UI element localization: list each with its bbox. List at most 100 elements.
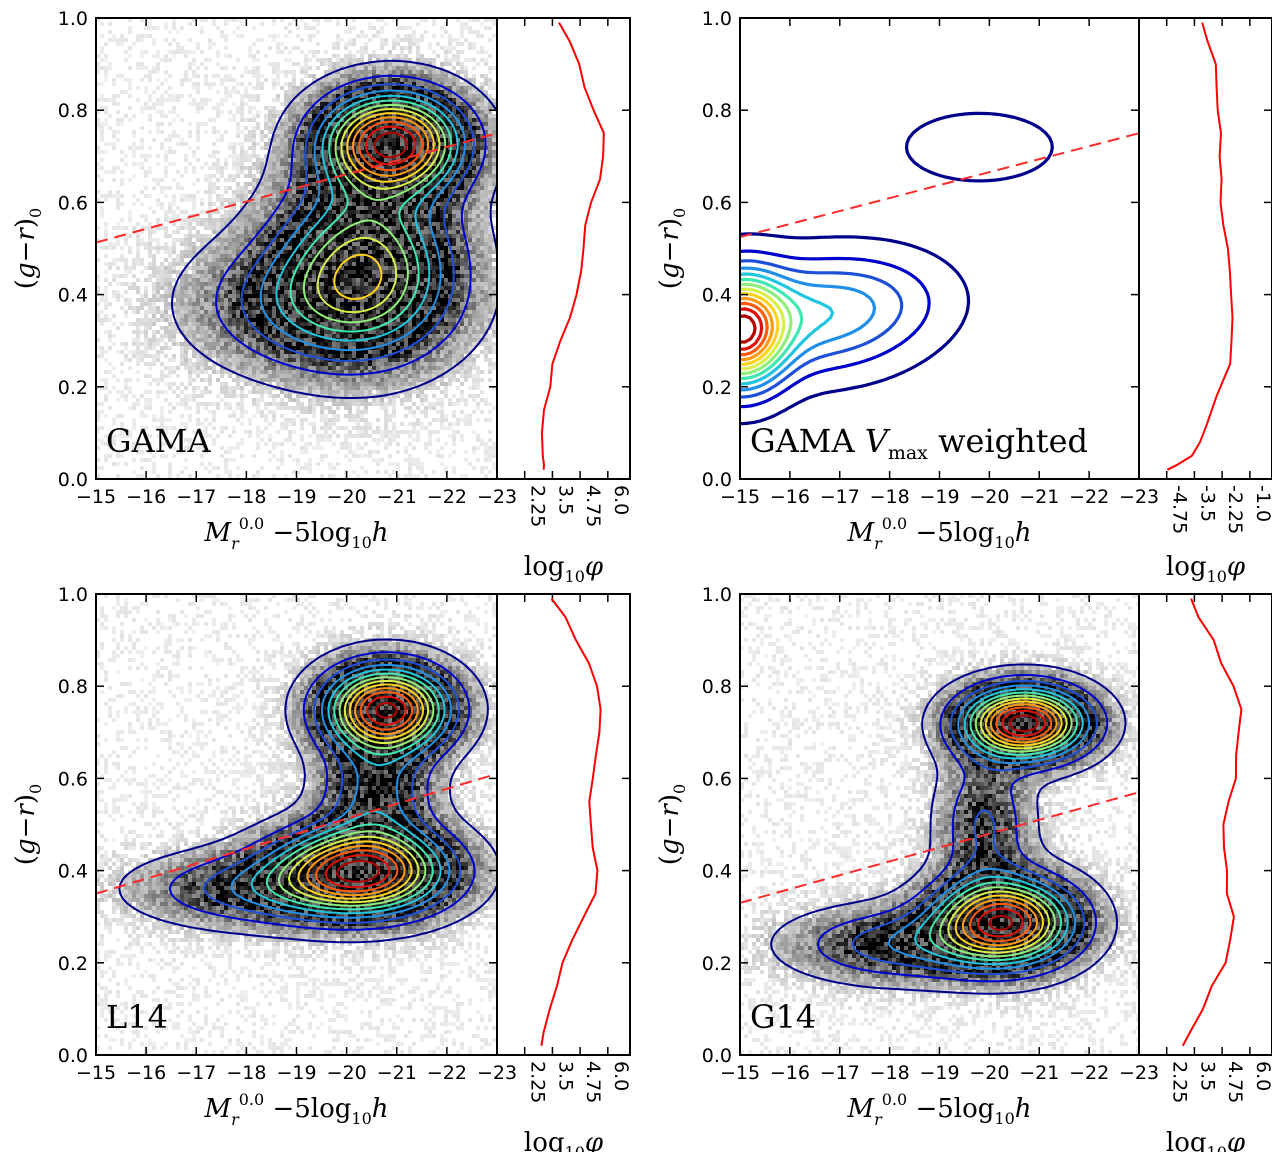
density-cell — [320, 242, 324, 246]
density-cell — [452, 110, 456, 114]
density-cell — [428, 186, 432, 190]
density-cell — [212, 166, 216, 170]
density-cell — [376, 290, 380, 294]
density-cell — [388, 282, 392, 286]
density-cell — [404, 238, 408, 242]
density-cell — [220, 78, 224, 82]
density-cell — [384, 230, 388, 234]
density-cell — [276, 230, 280, 234]
density-cell — [184, 210, 188, 214]
density-cell — [244, 66, 248, 70]
density-cell — [428, 278, 432, 282]
density-cell — [348, 182, 352, 186]
density-cell — [480, 154, 484, 158]
density-cell — [188, 66, 192, 70]
density-cell — [220, 174, 224, 178]
density-cell — [360, 178, 364, 182]
density-cell — [444, 46, 448, 50]
density-cell — [368, 214, 372, 218]
density-cell — [356, 262, 360, 266]
density-cell — [472, 286, 476, 290]
density-cell — [276, 138, 280, 142]
density-cell — [184, 294, 188, 298]
density-cell — [408, 246, 412, 250]
density-cell — [488, 182, 492, 186]
density-cell — [172, 266, 176, 270]
density-cell — [484, 102, 488, 106]
density-cell — [484, 290, 488, 294]
density-cell — [268, 158, 272, 162]
density-cell — [440, 234, 444, 238]
density-cell — [260, 170, 264, 174]
density-cell — [312, 218, 316, 222]
density-cell — [416, 42, 420, 46]
density-cell — [276, 162, 280, 166]
density-cell — [292, 290, 296, 294]
density-cell — [392, 198, 396, 202]
density-cell — [196, 86, 200, 90]
density-cell — [292, 174, 296, 178]
density-cell — [152, 274, 156, 278]
density-cell — [300, 234, 304, 238]
density-cell — [116, 226, 120, 230]
density-cell — [420, 194, 424, 198]
density-cell — [400, 194, 404, 198]
density-cell — [288, 162, 292, 166]
density-cell — [340, 82, 344, 86]
density-cell — [284, 198, 288, 202]
density-cell — [348, 138, 352, 142]
density-cell — [444, 198, 448, 202]
density-cell — [412, 278, 416, 282]
density-cell — [488, 38, 492, 42]
density-cell — [264, 262, 268, 266]
density-cell — [228, 226, 232, 230]
density-cell — [464, 282, 468, 286]
density-cell — [252, 206, 256, 210]
density-cell — [476, 162, 480, 166]
density-cell — [468, 150, 472, 154]
density-cell — [328, 282, 332, 286]
density-cell — [396, 210, 400, 214]
density-cell — [288, 202, 292, 206]
density-cell — [460, 254, 464, 258]
density-cell — [212, 246, 216, 250]
density-cell — [312, 210, 316, 214]
density-cell — [404, 278, 408, 282]
density-cell — [268, 234, 272, 238]
density-cell — [372, 70, 376, 74]
density-cell — [372, 162, 376, 166]
density-cell — [256, 110, 260, 114]
density-cell — [212, 182, 216, 186]
density-cell — [200, 50, 204, 54]
density-cell — [364, 110, 368, 114]
density-cell — [476, 230, 480, 234]
density-cell — [204, 274, 208, 278]
density-cell — [360, 34, 364, 38]
density-cell — [492, 34, 496, 38]
density-cell — [212, 118, 216, 122]
density-cell — [448, 290, 452, 294]
density-cell — [436, 238, 440, 242]
density-cell — [144, 170, 148, 174]
density-cell — [128, 18, 132, 22]
density-cell — [244, 290, 248, 294]
density-cell — [400, 98, 404, 102]
density-cell — [244, 294, 248, 298]
density-cell — [332, 90, 336, 94]
density-cell — [440, 218, 444, 222]
density-cell — [136, 234, 140, 238]
density-cell — [292, 226, 296, 230]
density-cell — [320, 170, 324, 174]
density-cell — [104, 70, 108, 74]
density-cell — [316, 122, 320, 126]
density-cell — [312, 290, 316, 294]
density-cell — [104, 226, 108, 230]
density-cell — [476, 94, 480, 98]
density-cell — [352, 26, 356, 30]
density-cell — [184, 242, 188, 246]
density-cell — [172, 22, 176, 26]
density-cell — [396, 110, 400, 114]
density-cell — [184, 158, 188, 162]
density-cell — [420, 250, 424, 254]
density-cell — [420, 130, 424, 134]
